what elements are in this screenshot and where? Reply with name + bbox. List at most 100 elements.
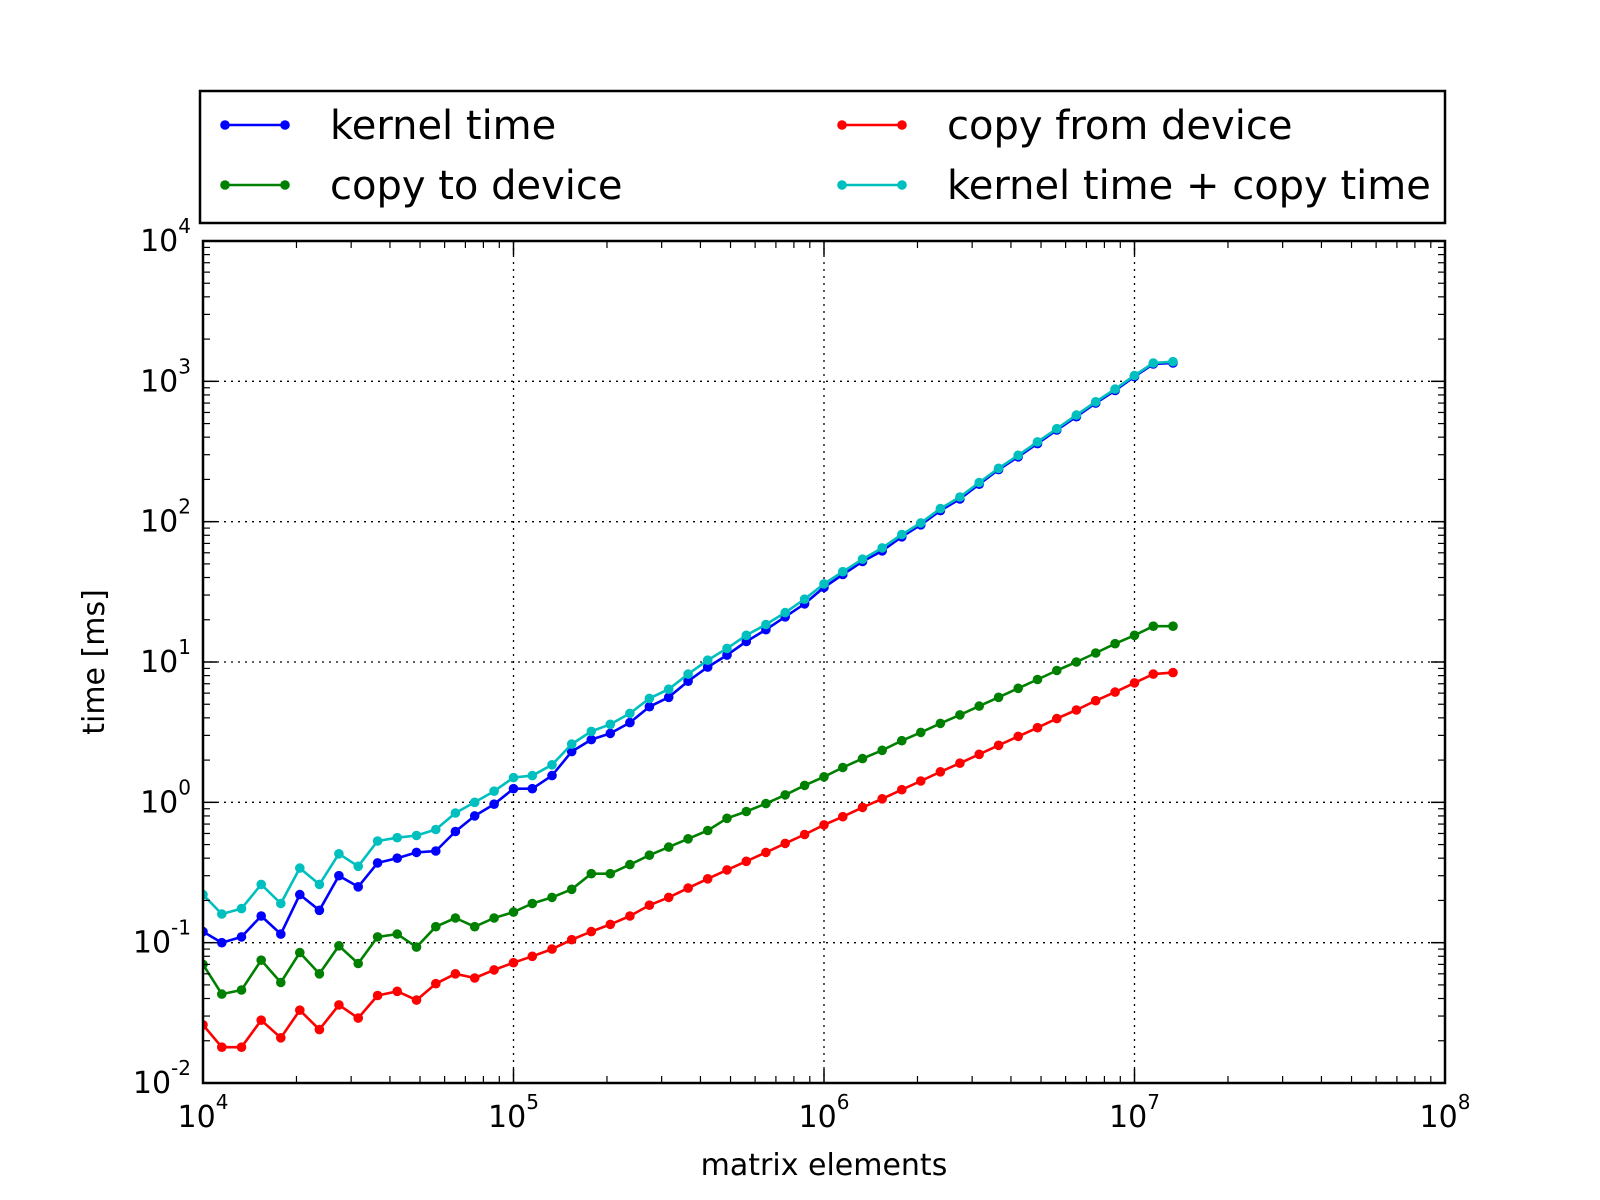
data-point: [663, 842, 674, 852]
data-point: [1168, 667, 1178, 678]
series-copy-to-device: [203, 621, 1178, 999]
data-point: [353, 861, 364, 872]
y-tick-base: 10: [140, 224, 178, 259]
data-point: [489, 799, 499, 809]
x-tick-exponent: 4: [216, 1090, 229, 1114]
data-point: [372, 858, 383, 868]
legend-item: copy to device: [220, 163, 623, 209]
data-point: [1032, 722, 1043, 733]
data-point: [334, 849, 344, 859]
data-point: [431, 824, 441, 835]
x-tick-label: 106: [799, 1090, 850, 1135]
data-point: [489, 965, 499, 975]
data-point: [935, 767, 946, 777]
data-point: [625, 708, 635, 719]
y-tick-exponent: -2: [171, 1056, 191, 1080]
data-point: [605, 719, 616, 730]
data-point: [295, 1005, 305, 1015]
data-point: [761, 847, 771, 858]
legend-swatch-marker: [837, 120, 847, 130]
legend-label: kernel time: [330, 103, 556, 149]
data-point: [469, 811, 480, 821]
data-point: [334, 870, 344, 881]
data-point: [276, 898, 286, 909]
data-point: [799, 829, 810, 840]
data-point: [780, 790, 790, 800]
data-point: [236, 1042, 247, 1052]
series-layer: [203, 356, 1178, 1052]
data-point: [702, 825, 713, 836]
data-point: [1148, 669, 1159, 679]
data-point: [838, 566, 848, 577]
x-tick-base: 10: [799, 1100, 837, 1135]
data-point: [683, 834, 693, 844]
data-point: [819, 579, 829, 589]
data-point: [761, 798, 771, 809]
data-point: [1052, 423, 1062, 434]
data-point: [877, 745, 887, 756]
data-point: [916, 518, 926, 528]
y-tick-label: 101: [140, 635, 191, 680]
y-tick-base: 10: [140, 505, 178, 540]
data-point: [857, 753, 868, 764]
data-point: [1032, 437, 1043, 447]
data-point: [663, 684, 674, 694]
data-point: [450, 913, 461, 923]
data-point: [1129, 370, 1140, 381]
data-point: [993, 740, 1004, 751]
data-point: [935, 503, 946, 514]
data-point: [1090, 648, 1101, 658]
y-tick-label: 10-1: [133, 916, 191, 961]
data-point: [683, 883, 693, 893]
legend: kernel time copy from device copy to devic…: [198, 89, 1447, 225]
data-point: [1071, 705, 1082, 715]
data-point: [605, 868, 616, 879]
data-point: [372, 932, 383, 942]
data-point: [392, 832, 403, 843]
y-tick-exponent: -1: [171, 916, 191, 940]
data-point: [935, 718, 946, 729]
data-point: [916, 727, 926, 738]
data-point: [295, 947, 305, 958]
data-point: [799, 594, 810, 604]
data-point: [897, 784, 907, 795]
data-point: [1052, 665, 1062, 676]
data-point: [489, 913, 499, 923]
y-tick-label: 103: [140, 354, 191, 399]
data-point: [566, 739, 577, 749]
data-point: [1148, 621, 1159, 631]
data-point: [450, 969, 461, 979]
data-point: [722, 643, 732, 654]
data-point: [314, 905, 325, 916]
y-tick-label: 102: [140, 495, 191, 540]
data-point: [605, 919, 616, 930]
data-point: [974, 477, 984, 488]
data-point: [993, 463, 1004, 474]
y-tick-exponent: 2: [178, 495, 191, 519]
data-point: [1148, 358, 1159, 368]
data-point: [527, 898, 538, 909]
data-point: [838, 762, 848, 773]
y-tick-base: 10: [140, 785, 178, 820]
data-point: [236, 903, 247, 914]
legend-swatch-marker: [897, 180, 907, 190]
data-point: [450, 808, 461, 818]
data-point: [392, 986, 403, 997]
data-point: [256, 879, 267, 890]
data-point: [372, 990, 383, 1001]
x-tick-base: 10: [1420, 1100, 1458, 1135]
data-point: [334, 941, 344, 951]
data-point: [857, 802, 868, 813]
data-point: [1129, 630, 1140, 641]
data-point: [702, 655, 713, 665]
data-point: [625, 911, 635, 921]
data-point: [527, 951, 538, 962]
data-point: [236, 985, 247, 995]
data-point: [663, 892, 674, 903]
legend-item: kernel time + copy time: [837, 163, 1431, 209]
x-tick-exponent: 8: [1458, 1090, 1471, 1114]
y-tick-exponent: 1: [178, 635, 191, 659]
data-point: [1013, 450, 1023, 461]
data-point: [334, 1000, 344, 1010]
